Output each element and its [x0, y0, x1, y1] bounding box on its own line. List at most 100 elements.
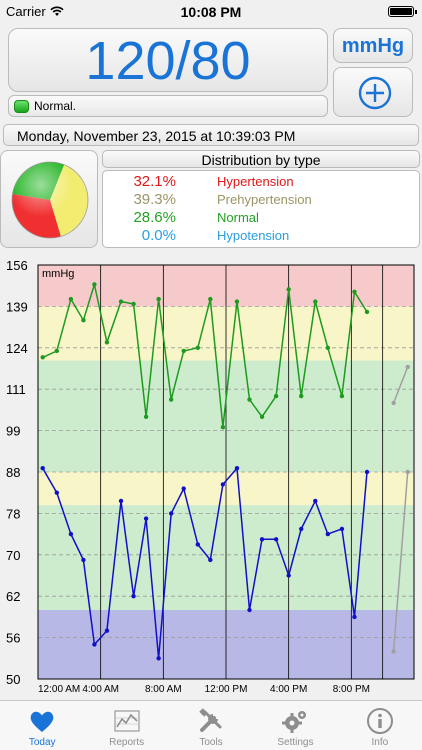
- y-tick-label: 56: [6, 631, 20, 646]
- data-point: [118, 299, 124, 304]
- data-point: [352, 614, 357, 620]
- tab-label: Tools: [199, 737, 223, 748]
- y-axis-unit-label: mmHg: [42, 268, 74, 280]
- tab-tools[interactable]: Tools: [169, 701, 253, 750]
- y-tick-label: 70: [6, 548, 20, 563]
- y-tick-label: 124: [6, 341, 28, 356]
- series-line-systolic: [42, 281, 368, 428]
- distribution-label: Hypertension: [217, 174, 294, 189]
- data-point: [168, 397, 174, 402]
- tab-label: Reports: [109, 737, 145, 748]
- tab-bar: Today Reports Tools: [0, 700, 422, 750]
- data-point: [54, 348, 59, 354]
- data-point: [299, 393, 304, 399]
- distribution-title-bar: Distribution by type: [102, 150, 420, 168]
- data-point: [286, 573, 291, 578]
- data-point: [339, 526, 345, 532]
- data-point: [81, 318, 86, 323]
- battery-icon: [388, 6, 417, 17]
- y-tick-label: 62: [6, 589, 20, 604]
- data-point: [247, 397, 252, 402]
- data-point: [313, 498, 318, 504]
- data-point: [352, 289, 357, 294]
- data-point: [286, 287, 291, 292]
- distribution-percent: 0.0%: [141, 227, 176, 244]
- distribution-pie-chart: [11, 161, 89, 239]
- data-point: [339, 393, 345, 399]
- add-reading-button[interactable]: [333, 67, 413, 117]
- y-tick-label: 78: [6, 506, 20, 521]
- status-indicator: Normal.: [8, 95, 328, 117]
- distribution-pie-panel: [0, 150, 98, 248]
- unit-button-label: mmHg: [341, 35, 405, 57]
- data-point: [104, 340, 110, 345]
- blood-pressure-chart[interactable]: 156 139 124 111 99 88 78 70 62 56 50 12:00 AM 4:00 A…: [0, 256, 422, 696]
- data-point: [131, 301, 136, 307]
- distribution-label: Hypotension: [217, 228, 290, 243]
- distribution-row-normal: 28.6% Normal: [103, 209, 421, 227]
- status-bar: Carrier 10:08 PM: [0, 0, 422, 22]
- y-tick-label: 88: [6, 465, 20, 480]
- data-point: [195, 542, 200, 547]
- data-point: [273, 537, 279, 542]
- data-point: [364, 469, 370, 475]
- tab-today[interactable]: Today: [0, 701, 84, 750]
- x-tick-label: 12:00 PM: [205, 684, 248, 695]
- status-text: Normal.: [34, 99, 77, 113]
- y-tick-label: 139: [6, 299, 28, 314]
- data-point: [247, 607, 252, 613]
- data-point: [40, 466, 45, 471]
- distribution-row-hypotension: 0.0% Hypotension: [103, 227, 421, 245]
- data-point: [92, 642, 97, 647]
- data-point: [54, 490, 59, 495]
- data-point: [391, 400, 396, 406]
- x-tick-label: 12:00 AM: [38, 684, 80, 695]
- data-point: [220, 424, 226, 430]
- info-icon: [366, 708, 393, 734]
- data-point: [156, 296, 161, 302]
- data-point: [181, 348, 186, 354]
- tab-info[interactable]: Info: [338, 701, 422, 750]
- x-tick-label: 4:00 PM: [270, 684, 307, 695]
- data-point: [104, 628, 110, 633]
- y-tick-label: 111: [6, 382, 26, 397]
- data-point: [143, 516, 149, 521]
- data-point: [81, 557, 86, 563]
- tab-label: Info: [371, 737, 389, 748]
- data-point: [168, 511, 174, 516]
- distribution-percent: 28.6%: [133, 209, 176, 226]
- blood-pressure-value: 120/80: [85, 31, 251, 91]
- data-point: [156, 656, 161, 661]
- unit-button[interactable]: mmHg: [333, 28, 413, 63]
- status-dot-icon: [14, 100, 29, 113]
- distribution-label: Normal: [217, 210, 259, 225]
- reading-date: Monday, November 23, 2015 at 10:39:03 PM: [17, 128, 296, 144]
- distribution-title: Distribution by type: [201, 152, 321, 168]
- data-point: [118, 498, 124, 504]
- data-point: [313, 299, 318, 304]
- y-tick-label: 50: [6, 672, 20, 687]
- gear-icon: [282, 711, 307, 733]
- x-tick-label: 8:00 PM: [333, 684, 370, 695]
- y-tick-label: 156: [6, 258, 28, 273]
- reading-display: 120/80: [8, 28, 328, 92]
- tab-settings[interactable]: Settings: [253, 701, 337, 750]
- blood-pressure-chart-svg: 156 139 124 111 99 88 78 70 62 56 50 12:00 AM 4:00 A…: [0, 256, 422, 696]
- date-bar[interactable]: Monday, November 23, 2015 at 10:39:03 PM: [3, 124, 419, 146]
- distribution-list: 32.1% Hypertension 39.3% Prehypertension…: [102, 170, 420, 248]
- tab-reports[interactable]: Reports: [84, 701, 168, 750]
- data-point: [195, 345, 200, 350]
- wifi-icon: [50, 6, 64, 16]
- carrier-info: Carrier: [6, 4, 64, 19]
- data-point: [405, 364, 410, 370]
- plus-circle-icon: [358, 76, 392, 110]
- chart-frame: [37, 264, 415, 680]
- data-point: [40, 355, 45, 360]
- data-point: [273, 393, 279, 399]
- distribution-label: Prehypertension: [217, 192, 312, 207]
- data-point: [220, 482, 226, 487]
- tab-label: Settings: [277, 737, 314, 748]
- y-tick-label: 99: [6, 424, 20, 439]
- data-point: [299, 526, 304, 532]
- distribution-percent: 32.1%: [133, 173, 176, 190]
